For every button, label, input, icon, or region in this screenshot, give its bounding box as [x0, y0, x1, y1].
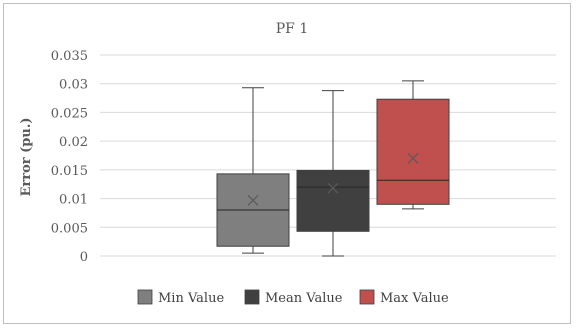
box-series	[216, 80, 450, 257]
legend-label: Mean Value	[265, 291, 343, 306]
grid-lines	[100, 54, 556, 257]
chart-title: PF 1	[276, 21, 309, 37]
y-tick-label: 0.015	[51, 164, 88, 179]
legend-swatch	[137, 289, 153, 305]
box-2	[296, 169, 370, 232]
mean-marker	[247, 194, 259, 206]
y-tick-label: 0.005	[51, 221, 88, 236]
y-tick-label: 0.02	[59, 135, 88, 150]
box-3	[376, 98, 450, 205]
mean-marker	[407, 152, 419, 164]
legend-swatch	[244, 289, 260, 305]
legend-swatch	[359, 289, 375, 305]
legend-label: Max Value	[380, 291, 449, 306]
y-tick-label: 0	[80, 250, 88, 265]
y-axis-ticks: 0 0.005 0.01 0.015 0.02 0.025 0.03 0.035	[51, 49, 88, 265]
y-tick-label: 0.03	[59, 78, 88, 93]
y-tick-label: 0.035	[51, 49, 88, 64]
mean-marker	[327, 182, 339, 194]
y-tick-label: 0.025	[51, 106, 88, 121]
chart-frame	[3, 3, 571, 324]
y-tick-label: 0.01	[59, 193, 88, 208]
legend: Min Value Mean Value Max Value	[137, 289, 449, 306]
y-axis-label: Error (pu.)	[19, 117, 34, 196]
legend-label: Min Value	[158, 291, 224, 306]
